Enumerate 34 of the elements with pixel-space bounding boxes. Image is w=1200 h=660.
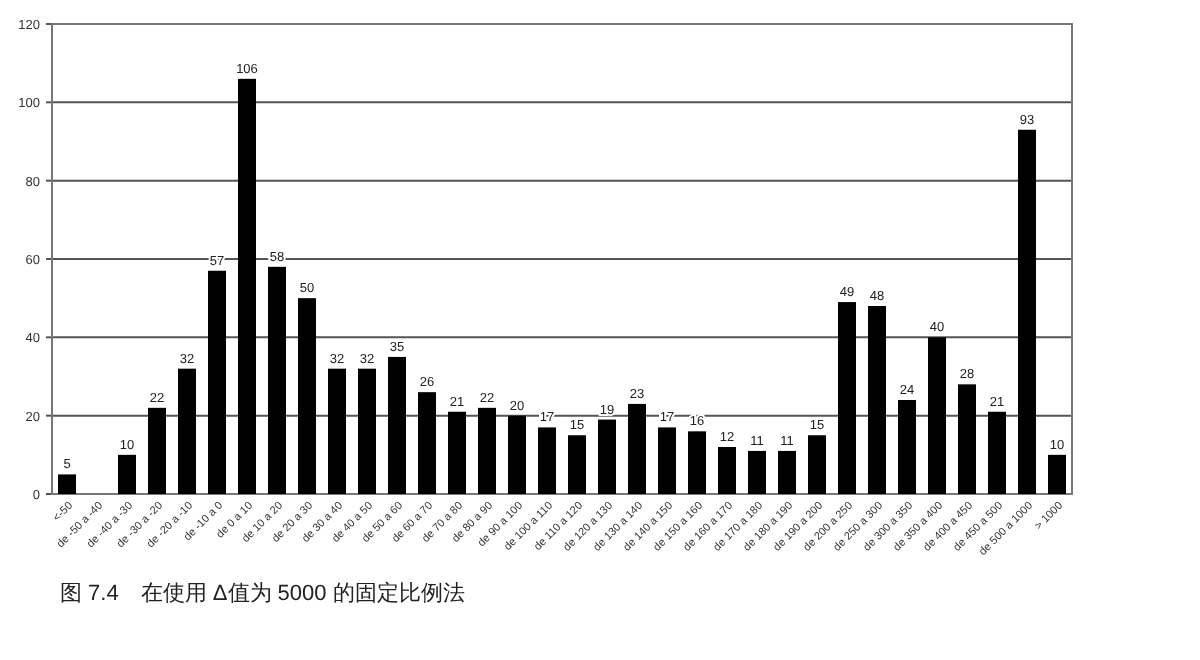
bar <box>508 415 526 494</box>
bar <box>598 419 616 494</box>
bar <box>568 435 586 494</box>
bar <box>118 454 136 494</box>
bar <box>988 411 1006 494</box>
bar <box>808 435 826 494</box>
bar <box>268 266 286 494</box>
bar <box>778 450 796 494</box>
bar <box>58 474 76 494</box>
bar <box>748 450 766 494</box>
bar <box>328 368 346 494</box>
bar <box>238 78 256 494</box>
bar <box>358 368 376 494</box>
bar <box>958 384 976 494</box>
bar <box>688 431 706 494</box>
bar <box>628 403 646 494</box>
bar <box>478 407 496 494</box>
bar <box>178 368 196 494</box>
bar <box>448 411 466 494</box>
bar <box>838 302 856 494</box>
bar <box>418 392 436 494</box>
bar <box>928 337 946 494</box>
bar <box>208 270 226 494</box>
bar <box>658 427 676 494</box>
bar <box>898 400 916 494</box>
bar <box>1018 129 1036 494</box>
caption: 图 7.4 在使用 Δ值为 5000 的固定比例法 <box>60 580 465 606</box>
bar <box>868 306 886 494</box>
bar <box>298 298 316 494</box>
bar <box>538 427 556 494</box>
bar <box>148 407 166 494</box>
bar <box>388 356 406 494</box>
bar <box>718 447 736 494</box>
bar <box>1048 454 1066 494</box>
